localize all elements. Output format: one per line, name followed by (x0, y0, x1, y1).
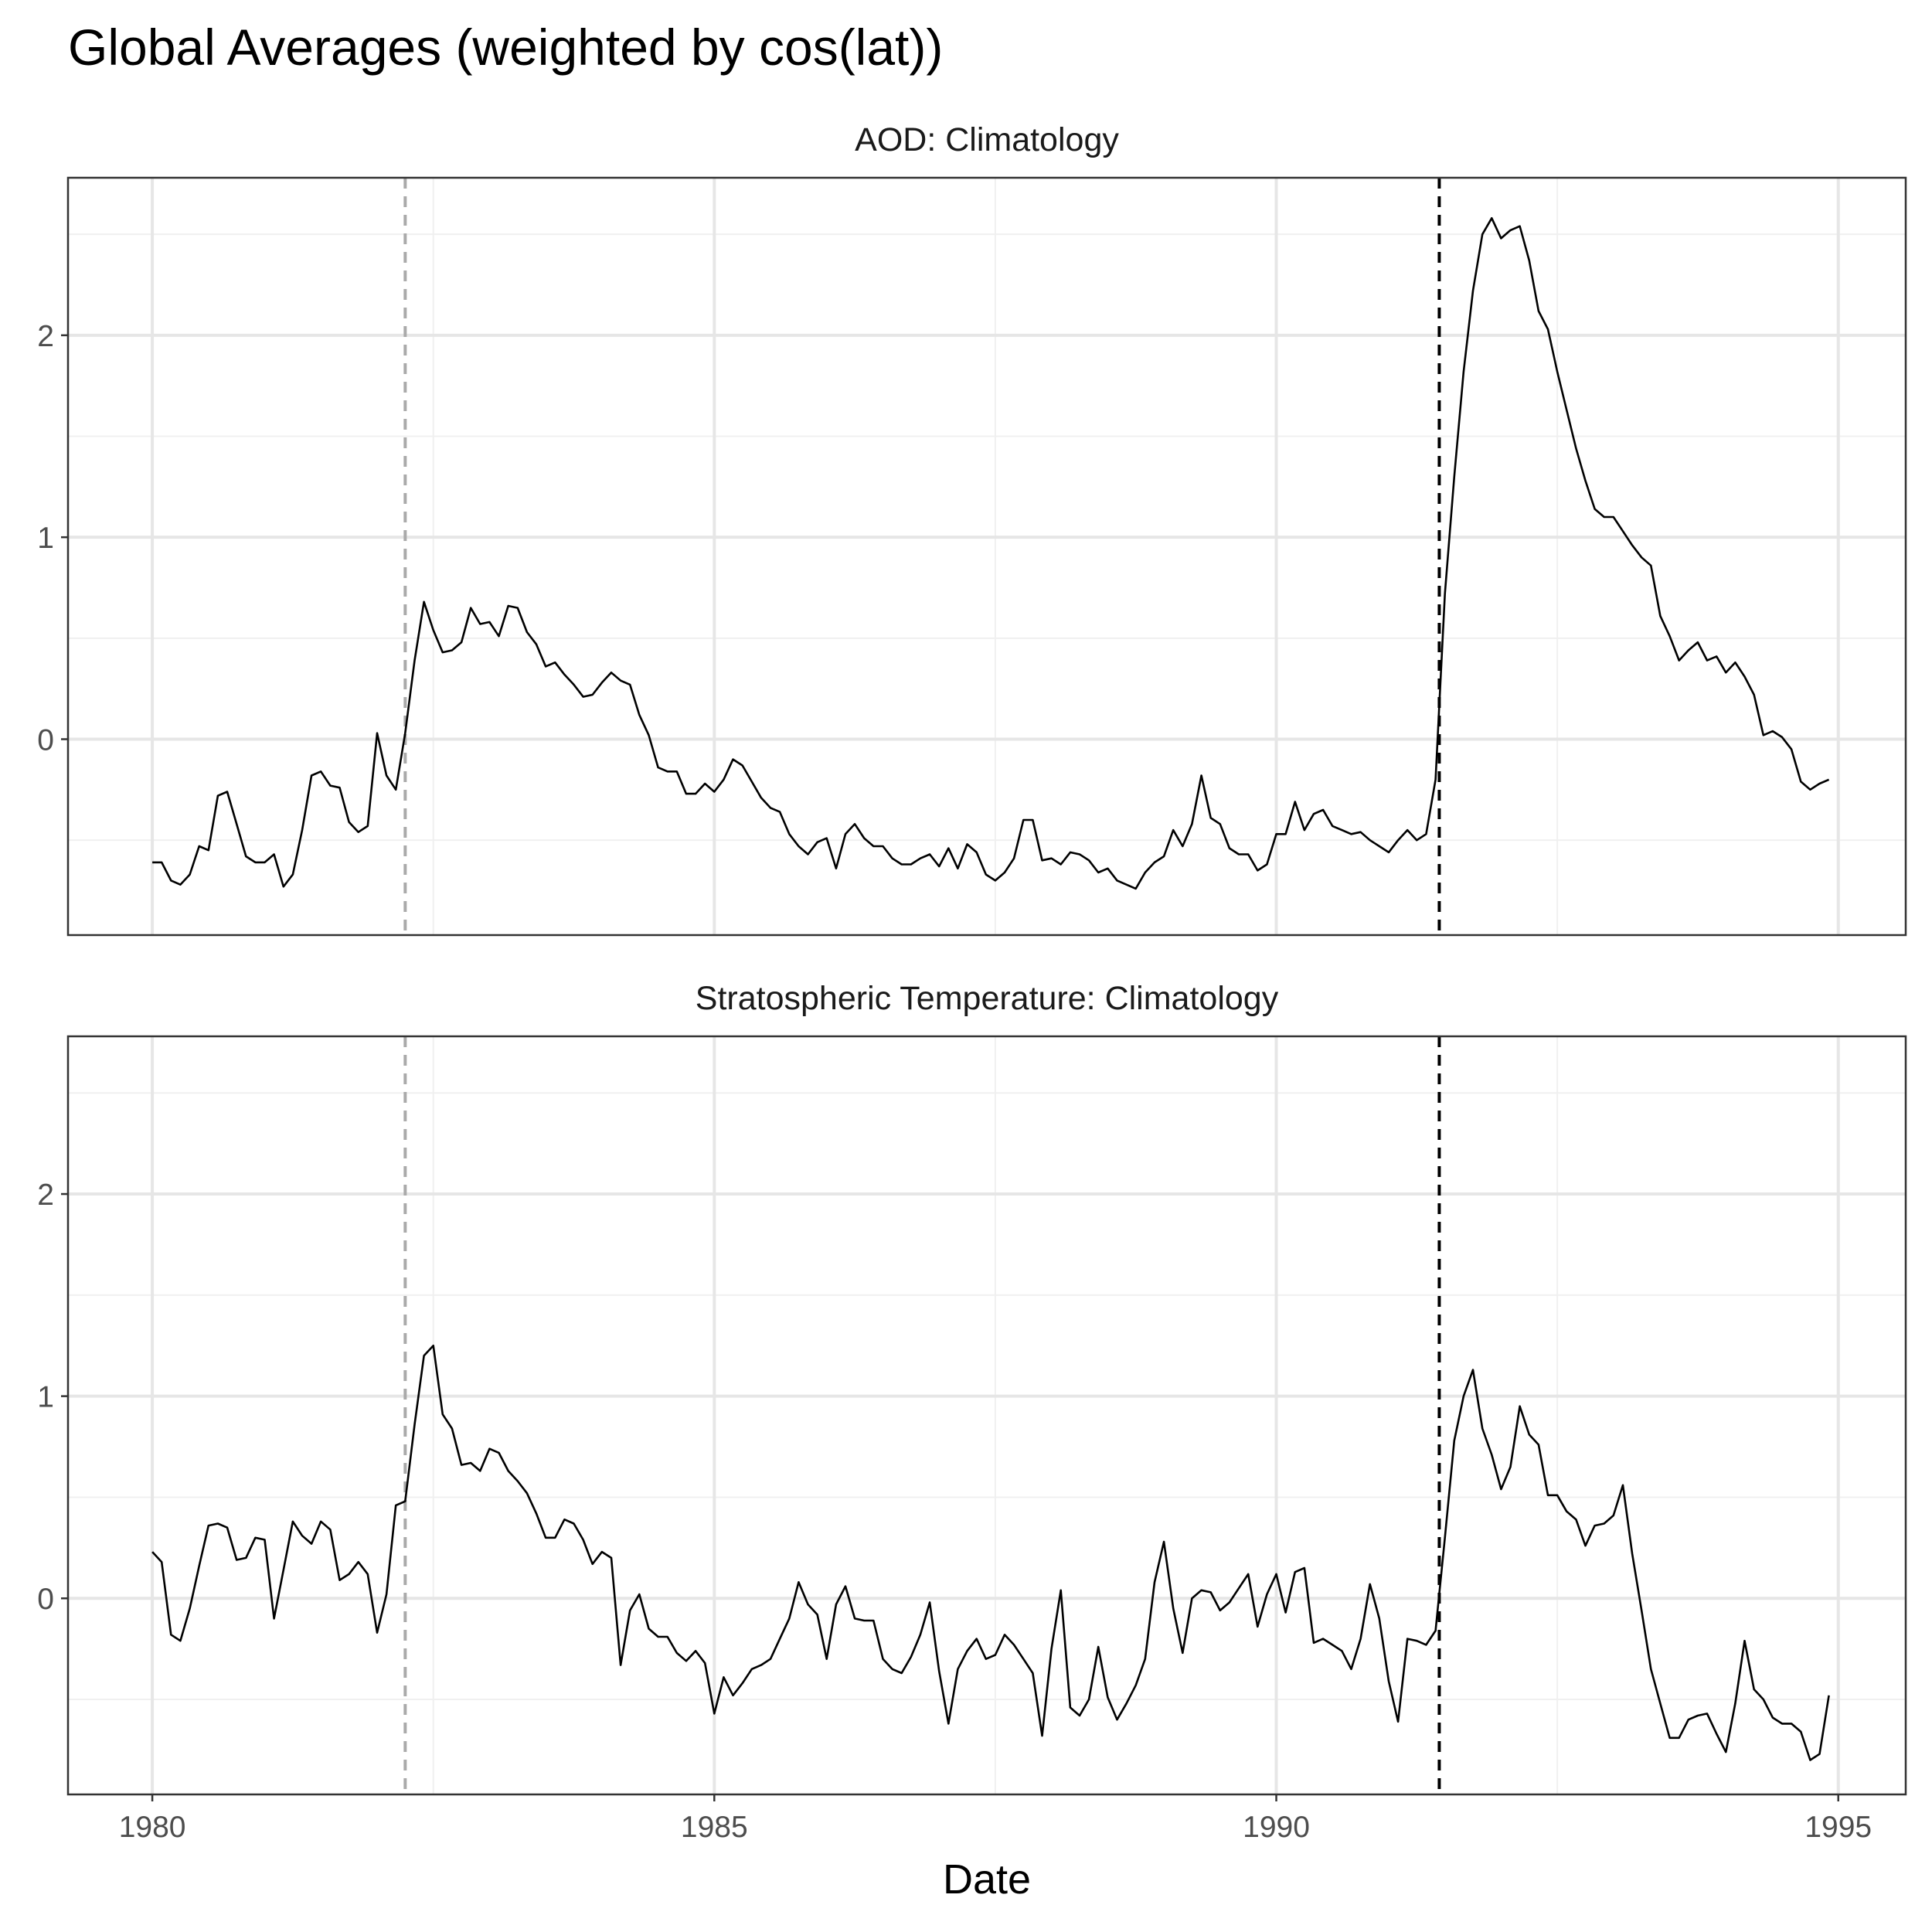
y-tick-label: 0 (37, 724, 54, 757)
x-tick-label: 1995 (1804, 1811, 1872, 1844)
x-tick-label: 1990 (1243, 1811, 1310, 1844)
x-tick-label: 1980 (119, 1811, 186, 1844)
x-axis-title: Date (943, 1856, 1031, 1903)
y-tick-label: 1 (37, 522, 54, 555)
y-tick-label: 1 (37, 1381, 54, 1414)
series-line (152, 216, 1830, 890)
chart-title: Global Averages (weighted by cos(lat)) (68, 19, 943, 76)
panel-2-strip-label: Stratospheric Temperature: Climatology (696, 980, 1279, 1017)
y-tick-label: 2 (37, 320, 54, 353)
panel-border (66, 176, 1907, 937)
x-tick-label: 1985 (681, 1811, 748, 1844)
y-tick-label: 2 (37, 1179, 54, 1212)
panel-aod: 0 1 2 (37, 176, 1907, 937)
panel-border (66, 1035, 1907, 1796)
y-tick-label: 0 (37, 1583, 54, 1616)
panel-stratospheric-temperature: 0 1 2 (37, 1035, 1907, 1796)
series-line (151, 1344, 1830, 1761)
panel-1-strip-label: AOD: Climatology (855, 121, 1119, 158)
x-axis: 1980 1985 1990 1995 (119, 1794, 1872, 1844)
